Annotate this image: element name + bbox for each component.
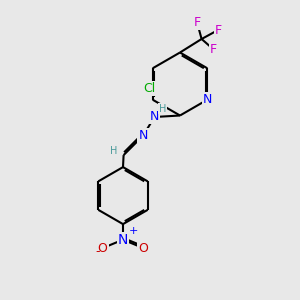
Text: H: H (110, 146, 118, 157)
Text: O: O (98, 242, 107, 255)
Text: Cl: Cl (144, 82, 156, 95)
Text: F: F (214, 23, 222, 37)
Text: +: + (129, 226, 138, 236)
Text: F: F (194, 16, 201, 29)
Text: F: F (210, 43, 217, 56)
Text: N: N (150, 110, 159, 124)
Text: O: O (139, 242, 148, 255)
Text: N: N (138, 129, 148, 142)
Text: N: N (202, 93, 212, 106)
Text: -: - (95, 245, 100, 258)
Text: N: N (118, 233, 128, 247)
Text: H: H (159, 103, 167, 114)
